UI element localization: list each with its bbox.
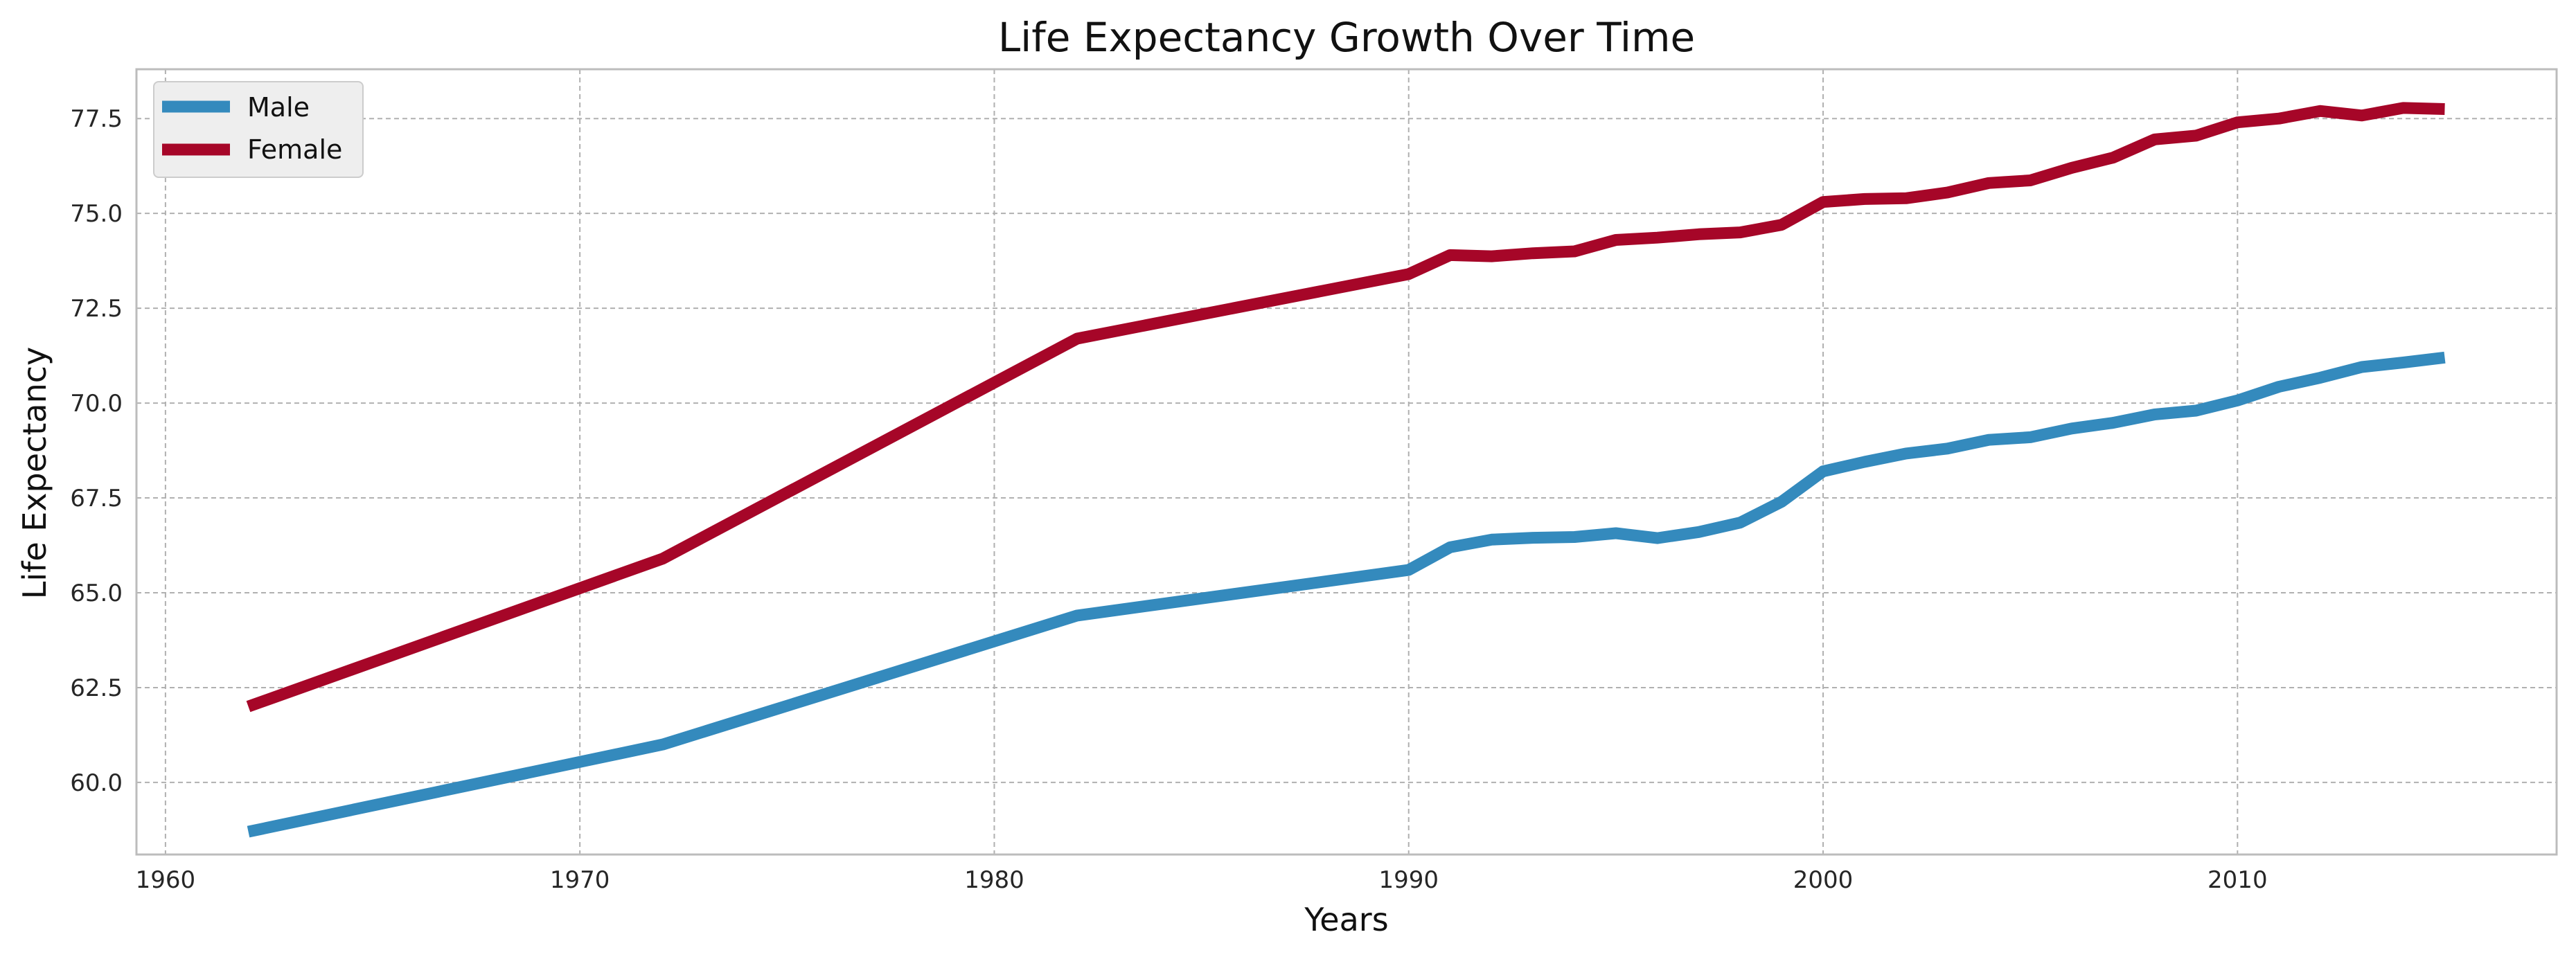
plot-area [136,69,2557,855]
y-axis-label: Life Expectancy [16,347,53,600]
y-tick-label: 77.5 [70,105,123,133]
x-tick-label: 1990 [1378,866,1439,894]
y-axis-ticks: 60.0 62.5 65.0 67.5 70.0 72.5 75.0 77.5 [70,105,123,797]
y-tick-label: 72.5 [70,295,123,323]
plot-frame [135,68,2558,856]
series-lines [246,102,2446,838]
series-line-male [247,351,2446,838]
x-tick-label: 2010 [2208,866,2268,894]
legend-label-male: Male [247,92,310,123]
y-tick-label: 65.0 [70,580,123,607]
x-tick-label: 2000 [1793,866,1854,894]
y-tick-label: 60.0 [70,769,123,797]
legend: Male Female [153,81,364,178]
x-tick-label: 1960 [136,866,196,894]
grid-lines [136,69,2557,855]
y-tick-label: 70.0 [70,390,123,418]
x-tick-label: 1970 [550,866,610,894]
x-axis-ticks: 1960 1970 1980 1990 2000 2010 [136,866,2268,894]
x-axis-label: Years [1304,901,1388,938]
series-line-female [246,102,2445,713]
legend-label-female: Female [247,134,342,165]
y-tick-label: 75.0 [70,200,123,228]
y-tick-label: 67.5 [70,485,123,512]
y-tick-label: 62.5 [70,674,123,702]
x-tick-label: 1980 [964,866,1024,894]
chart-title: Life Expectancy Growth Over Time [998,14,1695,61]
